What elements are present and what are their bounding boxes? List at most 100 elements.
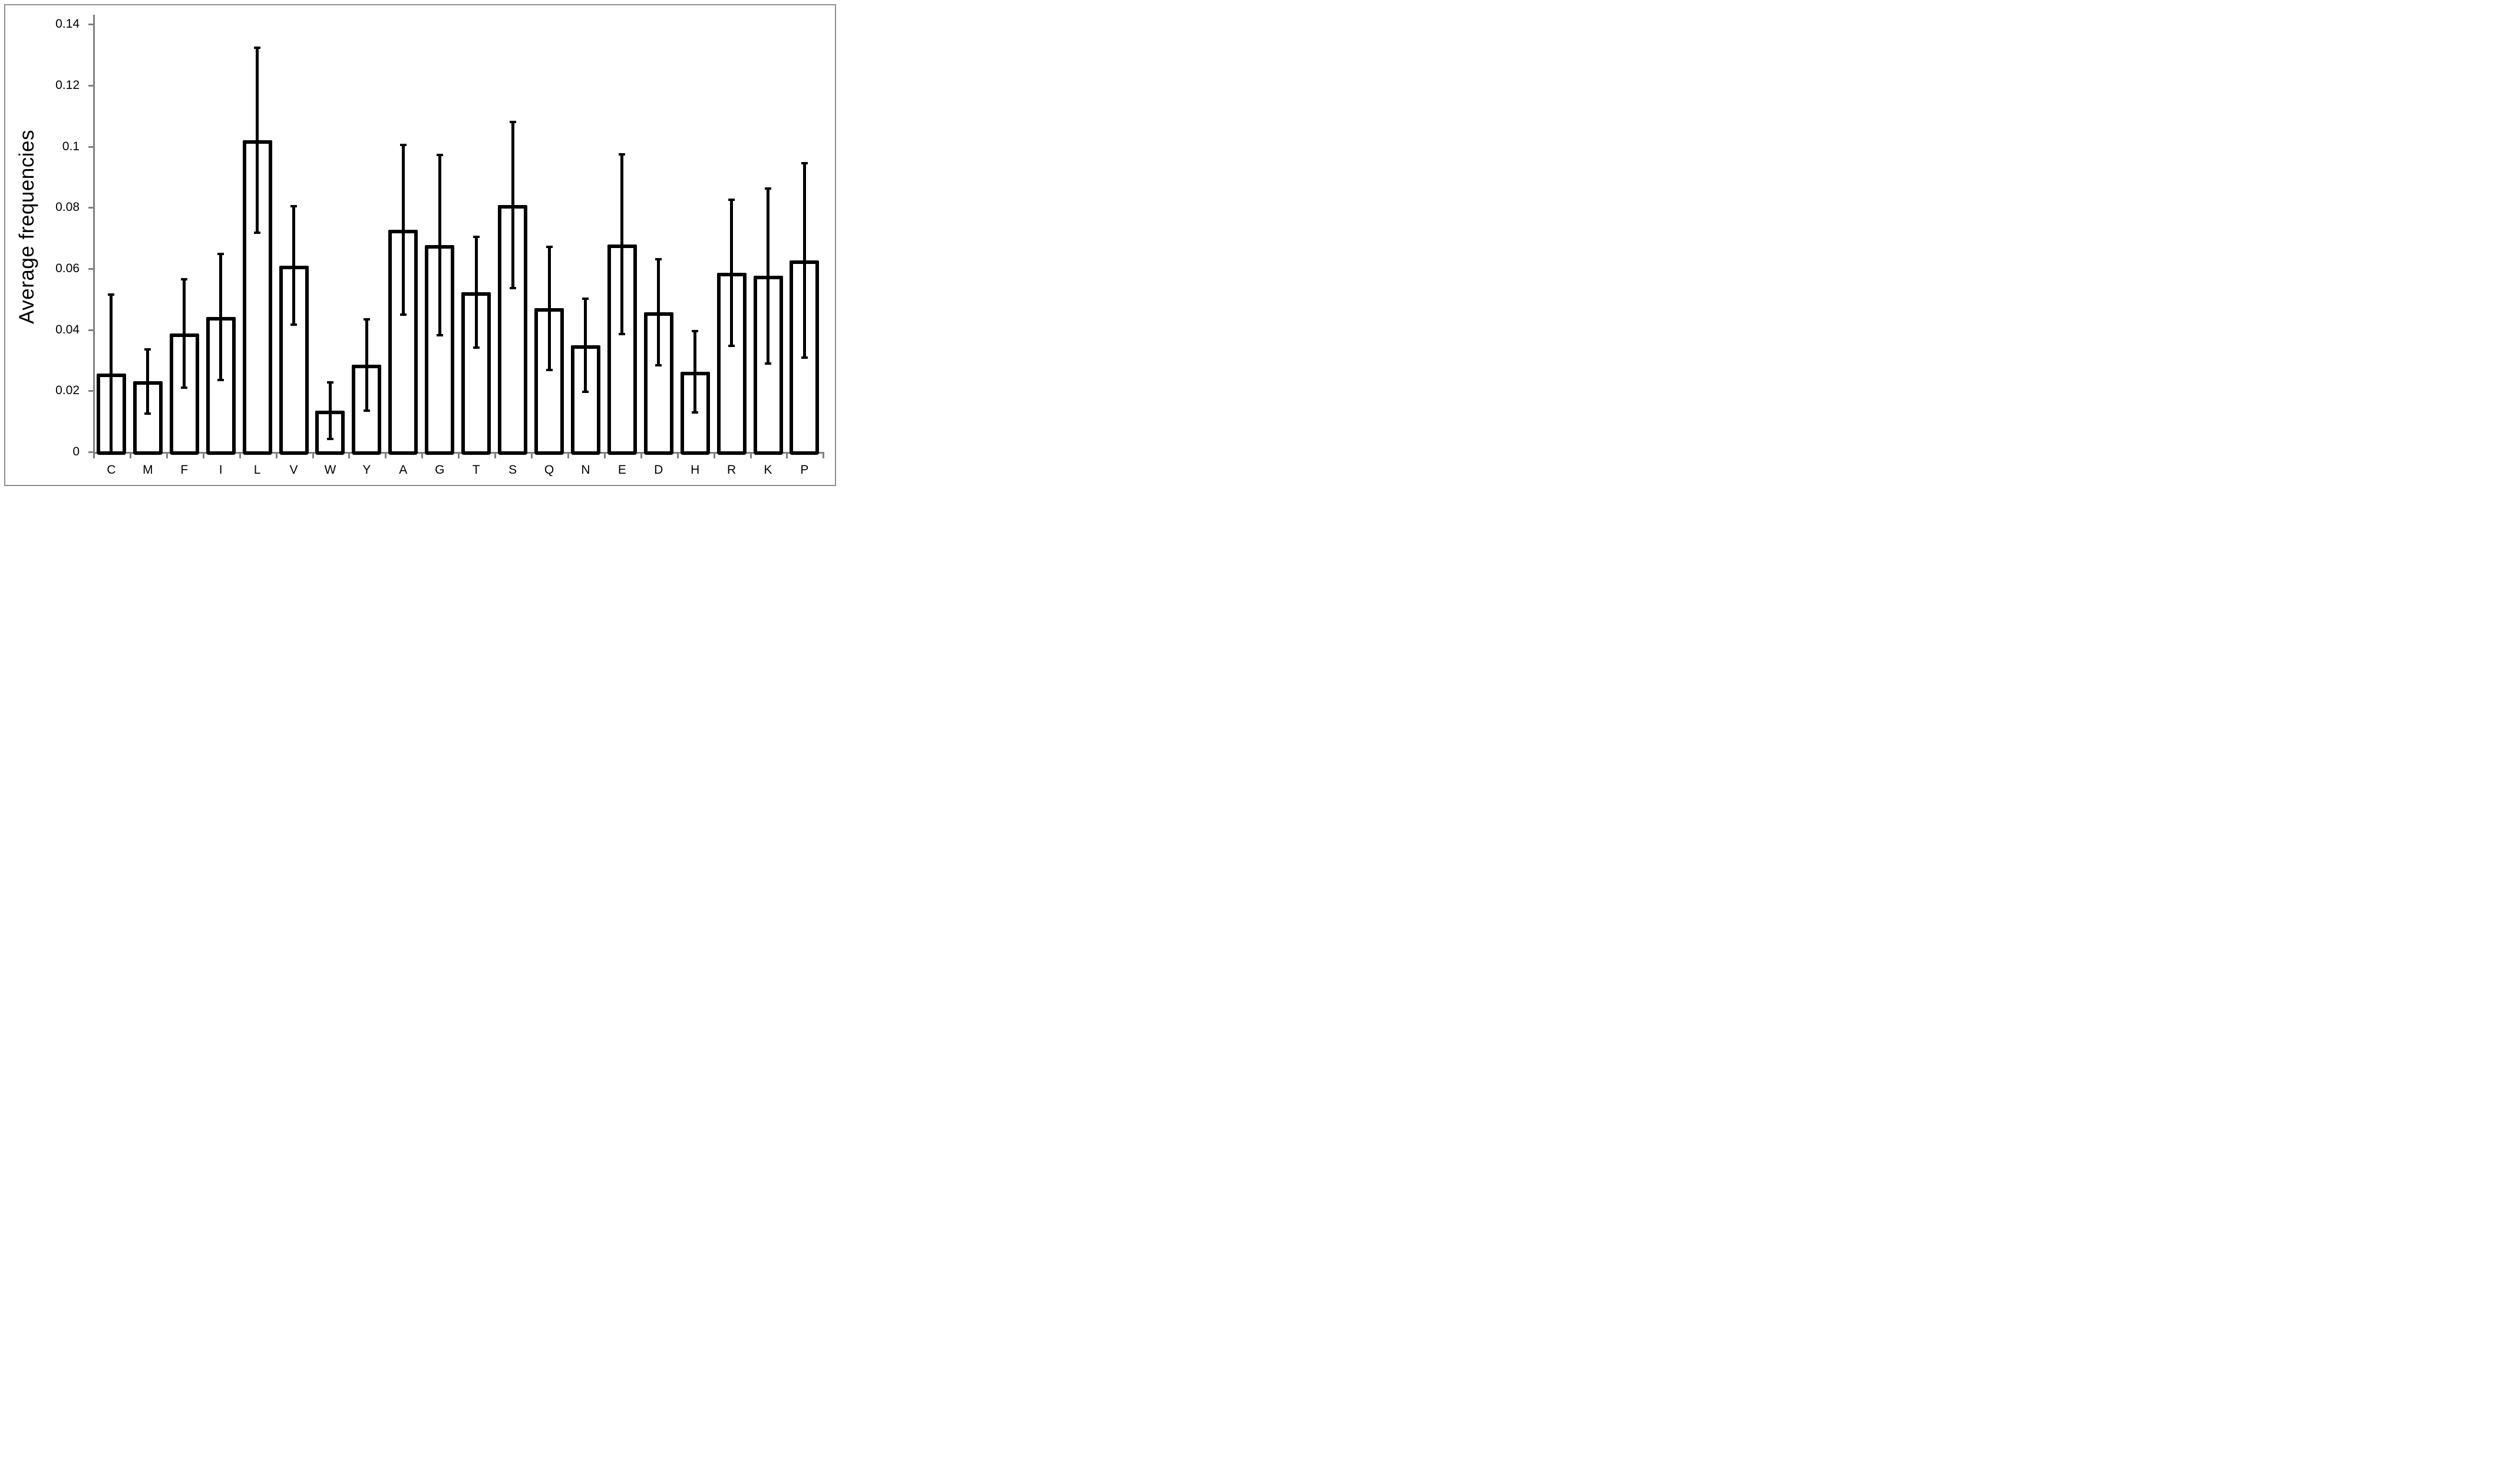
error-bar-line-A <box>401 143 405 316</box>
y-axis-tick-label: 0.06 <box>55 262 80 276</box>
error-bar-cap-top-V <box>290 205 298 208</box>
x-axis-tick <box>93 454 95 458</box>
y-axis-tick <box>88 207 93 209</box>
error-bar-line-R <box>730 198 734 347</box>
error-bar-cap-bottom-T <box>473 346 480 349</box>
error-bar-cap-bottom-Q <box>546 369 553 372</box>
error-bar-line-S <box>511 121 514 290</box>
y-axis-tick-label: 0 <box>72 445 80 458</box>
error-bar-line-F <box>183 278 186 389</box>
x-axis-label-W: W <box>324 463 336 477</box>
error-bar-cap-bottom-P <box>801 356 808 359</box>
error-bar-cap-top-A <box>399 143 407 146</box>
x-axis-label-E: E <box>617 463 626 477</box>
error-bar-cap-top-L <box>254 47 261 49</box>
error-bar-line-T <box>474 236 478 349</box>
x-axis-label-G: G <box>435 463 445 477</box>
x-axis-tick <box>385 454 387 458</box>
error-bar-cap-top-E <box>619 153 626 156</box>
error-bar-cap-bottom-I <box>217 378 224 381</box>
x-axis-tick <box>603 454 606 458</box>
x-axis-label-S: S <box>508 463 517 477</box>
y-axis-tick-label: 0.12 <box>55 78 80 93</box>
error-bar-cap-top-I <box>217 253 224 256</box>
bar-Q <box>534 308 564 455</box>
y-axis-tick <box>88 268 93 270</box>
y-axis-tick <box>88 146 93 148</box>
y-axis-tick <box>88 451 93 453</box>
error-bar-line-D <box>657 257 660 367</box>
x-axis-tick <box>749 454 752 458</box>
error-bar-line-N <box>584 297 587 394</box>
y-axis-tick-label: 0.1 <box>62 139 80 153</box>
error-bar-line-M <box>146 348 150 415</box>
x-axis-tick <box>348 454 351 458</box>
error-bar-cap-top-H <box>692 330 699 333</box>
error-bar-line-Q <box>547 245 551 372</box>
error-bar-cap-top-N <box>582 297 589 300</box>
error-bar-line-L <box>256 47 259 234</box>
error-bar-cap-top-W <box>326 381 333 384</box>
error-bar-cap-top-K <box>765 187 772 190</box>
error-bar-line-E <box>620 153 624 335</box>
error-bar-cap-top-Q <box>546 245 553 248</box>
x-axis-tick <box>823 454 825 458</box>
error-bar-cap-top-M <box>144 348 151 351</box>
bar-A <box>388 229 418 455</box>
error-bar-cap-top-T <box>473 236 480 239</box>
x-axis-label-Q: Q <box>544 463 554 477</box>
error-bar-cap-top-C <box>108 293 115 296</box>
x-axis-tick <box>494 454 497 458</box>
x-axis-tick <box>275 454 278 458</box>
error-bar-line-W <box>328 381 332 440</box>
error-bar-cap-bottom-F <box>181 387 188 389</box>
x-axis-label-V: V <box>289 463 298 477</box>
x-axis-tick <box>458 454 460 458</box>
y-axis-tick-label: 0.08 <box>55 200 80 214</box>
error-bar-line-K <box>767 187 770 365</box>
error-bar-cap-top-R <box>728 198 735 201</box>
x-axis-label-K: K <box>764 463 772 477</box>
y-axis-tick-label: 0.14 <box>55 17 80 31</box>
error-bar-cap-bottom-A <box>399 313 407 316</box>
y-axis-line <box>93 15 95 454</box>
y-axis-tick <box>88 390 93 392</box>
error-bar-cap-bottom-L <box>254 232 261 234</box>
x-axis-label-M: M <box>143 463 153 477</box>
x-axis-tick <box>567 454 569 458</box>
error-bar-cap-top-F <box>181 278 188 280</box>
x-axis-tick <box>239 454 241 458</box>
x-axis-label-N: N <box>581 463 590 477</box>
error-bar-cap-top-Y <box>363 318 370 321</box>
error-bar-cap-bottom-N <box>582 391 589 394</box>
x-axis-tick <box>640 454 642 458</box>
x-axis-label-D: D <box>654 463 663 477</box>
x-axis-label-F: F <box>180 463 189 477</box>
error-bar-cap-top-P <box>801 162 808 165</box>
x-axis-tick <box>129 454 131 458</box>
error-bar-cap-bottom-W <box>326 437 333 440</box>
error-bar-cap-bottom-D <box>655 364 662 367</box>
x-axis-line <box>93 452 825 454</box>
figure-page: Average frequencies 0 0.02 0.04 0.06 0.08 0.1… <box>0 0 840 490</box>
y-axis-tick <box>88 24 93 26</box>
error-bar-cap-bottom-M <box>144 412 151 415</box>
x-axis-label-C: C <box>107 463 116 477</box>
x-axis-tick <box>713 454 715 458</box>
error-bar-line-V <box>292 205 296 326</box>
error-bar-line-P <box>802 162 806 359</box>
x-axis-tick <box>676 454 679 458</box>
x-axis-tick <box>166 454 168 458</box>
error-bar-cap-bottom-K <box>765 362 772 365</box>
x-axis-tick <box>786 454 788 458</box>
error-bar-cap-bottom-E <box>619 333 626 335</box>
x-axis-tick <box>202 454 204 458</box>
x-axis-label-P: P <box>800 463 809 477</box>
error-bar-line-I <box>219 253 223 381</box>
error-bar-cap-bottom-H <box>692 411 699 414</box>
error-bar-cap-bottom-R <box>728 344 735 347</box>
error-bar-cap-bottom-S <box>509 287 516 290</box>
x-axis-label-A: A <box>399 463 408 477</box>
x-axis-tick <box>531 454 533 458</box>
x-axis-tick <box>312 454 314 458</box>
